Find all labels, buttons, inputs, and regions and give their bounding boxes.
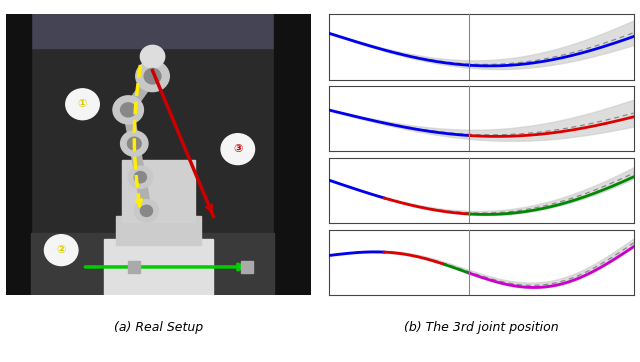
Text: ③: ③ [233, 144, 243, 154]
Circle shape [136, 61, 170, 92]
Circle shape [44, 235, 78, 266]
Circle shape [221, 134, 255, 165]
Circle shape [134, 199, 159, 222]
Circle shape [127, 137, 141, 150]
Circle shape [140, 45, 164, 68]
Text: ②: ② [56, 245, 66, 255]
Bar [31, 233, 275, 295]
Bar [122, 160, 195, 222]
Bar [116, 216, 201, 244]
Text: ①: ① [78, 99, 87, 109]
Bar [275, 14, 311, 295]
Bar [6, 14, 31, 295]
Text: (b) The 3rd joint position: (b) The 3rd joint position [404, 321, 559, 334]
Circle shape [128, 166, 152, 188]
Circle shape [134, 172, 147, 183]
Circle shape [144, 68, 161, 84]
Circle shape [120, 103, 136, 117]
Bar [6, 14, 311, 48]
Circle shape [140, 205, 152, 216]
Bar [241, 261, 253, 273]
Circle shape [120, 131, 148, 156]
Circle shape [66, 89, 99, 120]
Bar [104, 239, 213, 295]
Circle shape [113, 96, 143, 124]
Bar [128, 261, 140, 273]
Text: (a) Real Setup: (a) Real Setup [114, 321, 203, 334]
